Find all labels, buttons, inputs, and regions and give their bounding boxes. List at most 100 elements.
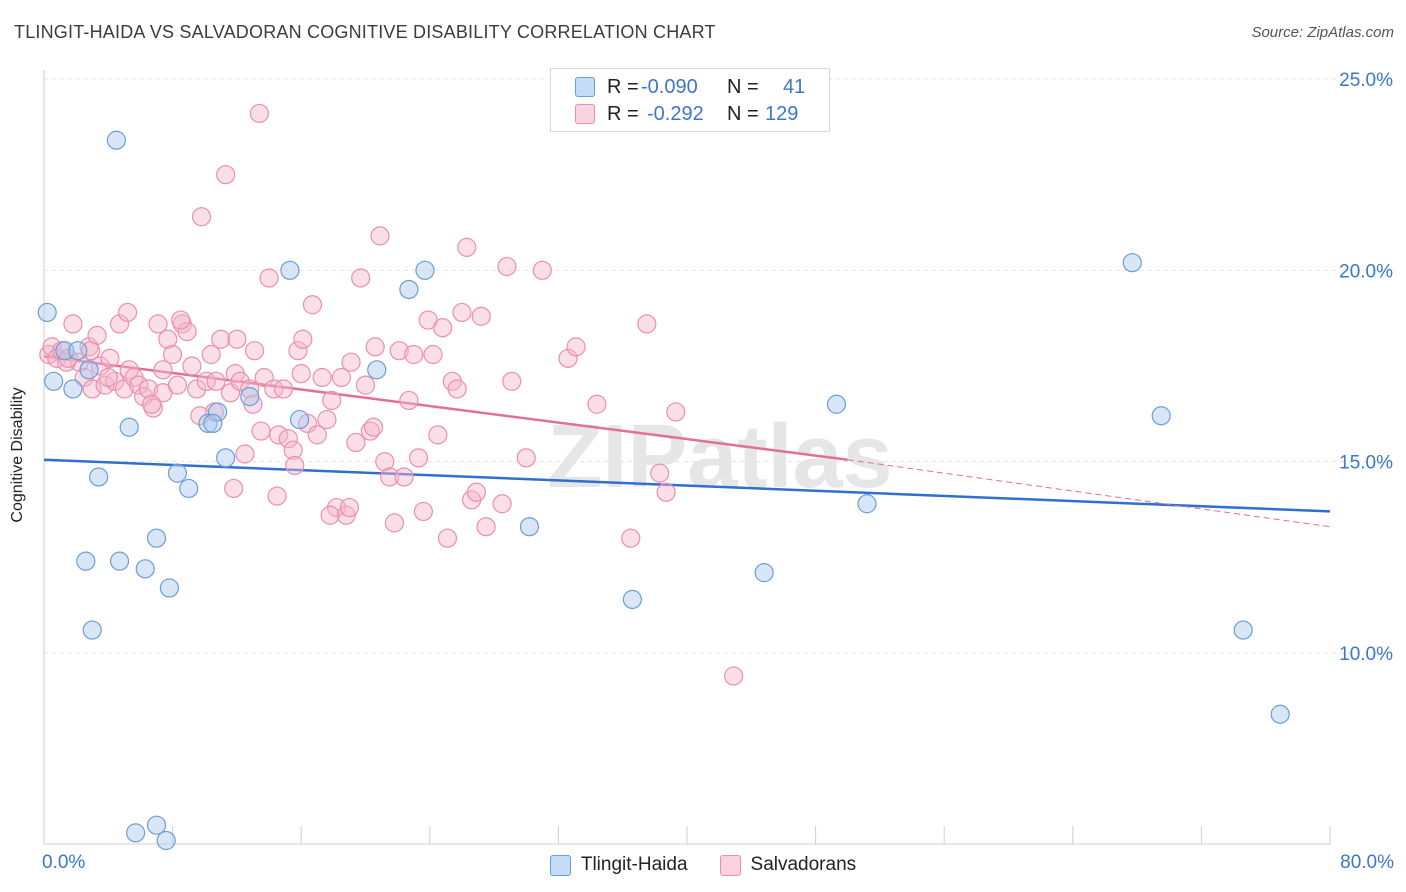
data-point [637, 314, 657, 334]
data-point [826, 394, 847, 414]
data-point [492, 494, 512, 514]
trend-line [43, 355, 848, 461]
data-point [355, 375, 376, 395]
data-point [1270, 704, 1290, 724]
legend-swatch-tlingit [549, 854, 571, 876]
data-point [384, 513, 405, 533]
data-point [437, 528, 458, 548]
data-point [109, 551, 130, 571]
y-tick-labels: 10.0% 15.0% 20.0% 25.0% [1339, 70, 1393, 665]
data-point [240, 379, 260, 399]
data-point [457, 237, 477, 257]
data-point [331, 367, 351, 388]
data-point [466, 482, 487, 502]
data-point [754, 563, 774, 583]
data-point [278, 429, 298, 449]
data-point [341, 352, 361, 372]
data-point [98, 367, 118, 388]
y-tick-label: 20.0% [1339, 261, 1393, 282]
data-point [413, 501, 433, 522]
legend-stats: R = -0.090 N = 41 R = -0.292 N = 129 [550, 68, 830, 132]
data-point [322, 390, 342, 411]
data-point [230, 371, 250, 391]
legend-row-tlingit: R = -0.090 N = 41 [575, 73, 805, 101]
data-point [167, 463, 188, 483]
data-point [146, 528, 167, 548]
data-point [82, 620, 102, 640]
data-point [408, 448, 429, 468]
data-point [320, 505, 340, 525]
legend-swatch-tlingit [575, 77, 595, 97]
data-point [216, 165, 236, 185]
data-point [211, 329, 231, 349]
data-point [208, 402, 228, 422]
data-point [206, 371, 226, 391]
data-point [273, 379, 294, 399]
data-point [289, 409, 310, 430]
y-tick-label: 15.0% [1339, 453, 1393, 474]
data-point [399, 279, 419, 300]
data-point [191, 207, 212, 227]
data-point [79, 360, 99, 380]
legend-item-salvadoran: Salvadorans [719, 854, 856, 876]
trend-line [43, 458, 1331, 513]
data-point [182, 356, 202, 376]
y-tick-label: 10.0% [1339, 644, 1393, 665]
data-point [167, 375, 188, 395]
data-point [129, 375, 149, 395]
data-point [375, 452, 395, 472]
legend-r-label: R = [607, 75, 639, 98]
data-point [415, 260, 435, 280]
data-point [235, 444, 255, 464]
data-point [293, 329, 313, 349]
data-point [502, 371, 522, 391]
legend-series: Tlingit-Haida Salvadorans [0, 851, 1406, 879]
data-point [63, 314, 83, 334]
data-point [317, 409, 337, 430]
chart-title: TLINGIT-HAIDA VS SALVADORAN COGNITIVE DI… [14, 22, 716, 42]
data-point [63, 379, 83, 399]
data-point [244, 341, 265, 361]
legend-n-value: 129 [765, 102, 799, 125]
x-tick-label-max: 80.0% [1340, 852, 1394, 873]
data-point [285, 455, 305, 476]
legend-label-tlingit: Tlingit-Haida [580, 854, 688, 875]
data-point [187, 379, 207, 399]
data-point [399, 390, 419, 411]
data-point [307, 425, 327, 445]
data-point [267, 486, 287, 506]
grid-lines [44, 78, 1392, 654]
data-point [622, 589, 642, 610]
data-point [1151, 406, 1171, 426]
data-point [148, 314, 168, 334]
legend-item-tlingit: Tlingit-Haida [549, 854, 688, 876]
data-point [216, 448, 236, 468]
data-point [240, 387, 260, 407]
data-point [312, 367, 332, 388]
data-point [1122, 253, 1142, 273]
data-point [138, 379, 159, 399]
data-point [346, 432, 366, 453]
data-point [153, 360, 173, 380]
data-point [656, 482, 676, 502]
data-point [516, 448, 536, 468]
data-point [283, 440, 303, 460]
data-point [519, 517, 540, 537]
data-point [291, 364, 311, 384]
data-point [156, 830, 176, 851]
data-point [650, 463, 670, 483]
data-point [171, 310, 191, 330]
y-axis-label: Cognitive Disability [9, 387, 26, 523]
source-label: Source: ZipAtlas.com [1251, 24, 1394, 41]
data-point [302, 295, 323, 315]
data-point [163, 344, 183, 365]
data-point [857, 494, 877, 514]
trend-line-extension [847, 459, 1331, 528]
data-point [532, 260, 552, 280]
data-point [339, 497, 360, 518]
data-point [428, 425, 448, 445]
data-point [370, 226, 390, 246]
data-point [126, 823, 146, 843]
data-points [37, 103, 1290, 851]
data-point [146, 815, 167, 835]
